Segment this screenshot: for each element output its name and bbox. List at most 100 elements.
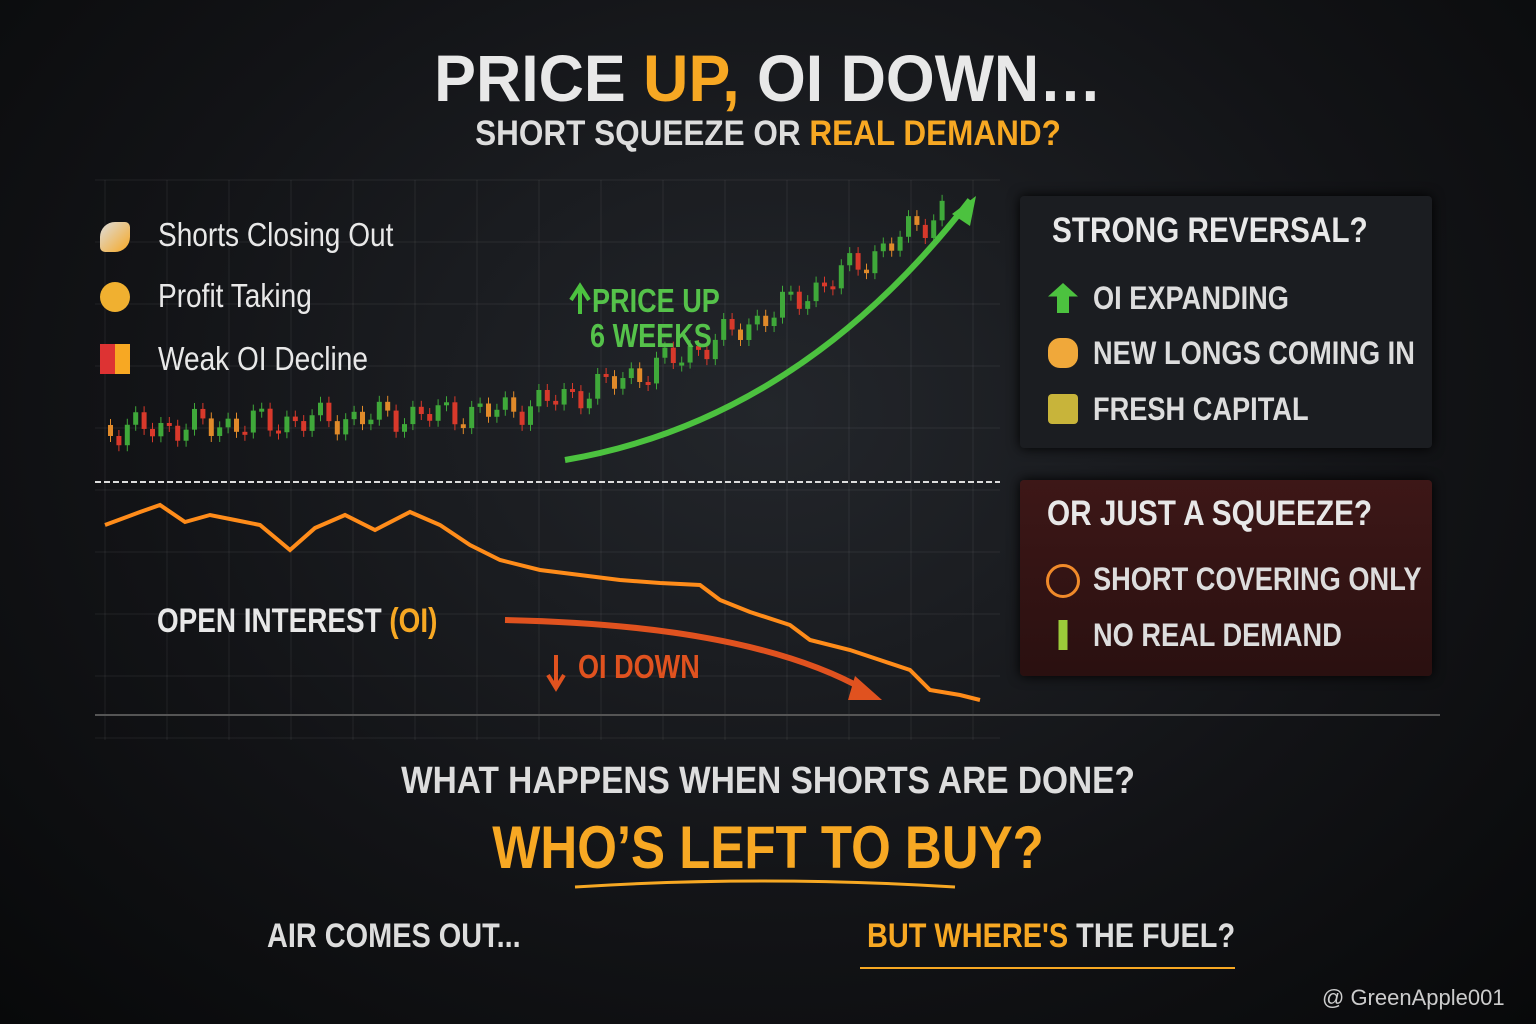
- check-icon: [1046, 564, 1080, 598]
- candle: [872, 251, 878, 274]
- candle: [620, 378, 626, 389]
- candle: [771, 317, 777, 327]
- subtitle-part: REAL DEMAND?: [809, 114, 1061, 153]
- candle: [813, 282, 819, 302]
- candle: [738, 329, 743, 340]
- candle: [830, 286, 836, 290]
- down-arrow-icon: [546, 655, 566, 692]
- candle: [133, 412, 139, 425]
- candle: [519, 411, 525, 425]
- candle: [469, 406, 475, 429]
- candle: [796, 291, 802, 309]
- candle: [704, 349, 710, 360]
- candle: [292, 416, 298, 422]
- panel-item: NEW LONGS COMING IN: [1093, 335, 1415, 371]
- capital-icon: [1048, 394, 1078, 424]
- label-part: (OI): [389, 602, 438, 640]
- candle: [208, 418, 214, 436]
- annotation: OI DOWN: [578, 648, 700, 685]
- oi-line: [104, 502, 981, 702]
- candle: [326, 402, 332, 422]
- panel-item: OI EXPANDING: [1093, 280, 1289, 316]
- candle: [586, 398, 592, 409]
- candle: [301, 421, 307, 431]
- panel-item: SHORT COVERING ONLY: [1093, 561, 1422, 597]
- candle: [838, 265, 844, 289]
- price-arrow: [564, 198, 973, 463]
- title: PRICE UP, OI DOWN…: [38, 40, 1497, 116]
- candle: [502, 397, 508, 410]
- panel-title: STRONG REVERSAL?: [1052, 211, 1368, 250]
- reason: Weak OI Decline: [158, 340, 368, 377]
- question: WHAT HAPPENS WHEN SHORTS ARE DONE?: [401, 760, 1135, 802]
- candle: [864, 269, 869, 274]
- candle: [393, 410, 399, 432]
- candle: [906, 216, 911, 237]
- candle: [712, 339, 718, 360]
- candle: [141, 412, 147, 429]
- candle: [645, 381, 651, 385]
- candle: [150, 428, 155, 437]
- footer-part: BUT WHERE'S: [867, 917, 1069, 955]
- candle: [578, 391, 584, 409]
- candle: [309, 415, 315, 431]
- candle: [536, 389, 542, 407]
- candle: [654, 357, 659, 384]
- oi-arrowhead: [848, 676, 882, 700]
- title-part: UP,: [643, 41, 740, 115]
- candle: [880, 243, 886, 252]
- grid: [95, 179, 1000, 740]
- rocket-icon: [100, 222, 130, 252]
- footer-left: AIR COMES OUT...: [267, 917, 521, 955]
- candle: [234, 418, 239, 432]
- candle: [418, 406, 424, 415]
- candle: [939, 200, 945, 221]
- subtitle-part: SHORT SQUEEZE OR: [475, 114, 810, 153]
- candle: [242, 431, 248, 435]
- candle: [679, 362, 685, 366]
- underline: [574, 879, 956, 889]
- watermark: @ GreenApple001: [1322, 985, 1505, 1010]
- candle: [267, 408, 273, 431]
- panel-title: OR JUST A SQUEEZE?: [1047, 494, 1373, 533]
- candle: [763, 315, 769, 327]
- annotation: PRICE UP: [592, 282, 720, 319]
- candle: [343, 419, 349, 435]
- info-icon: [1058, 620, 1068, 650]
- label-part: OPEN INTEREST: [157, 602, 390, 640]
- up-arrow-icon: [569, 282, 591, 314]
- candle: [217, 427, 223, 436]
- candle: [855, 253, 861, 270]
- panel-item: FRESH CAPITAL: [1093, 391, 1309, 427]
- candle: [805, 301, 811, 309]
- money-icon: [100, 282, 130, 312]
- annotation: 6 WEEKS: [590, 317, 712, 354]
- candle: [284, 416, 290, 433]
- oi-arrow: [504, 617, 867, 693]
- candle: [746, 324, 752, 340]
- candle: [444, 402, 449, 406]
- candle: [721, 319, 727, 340]
- candle: [754, 315, 760, 325]
- candle: [494, 409, 500, 417]
- candle: [200, 408, 206, 419]
- candle: [124, 424, 130, 446]
- candle: [628, 368, 634, 379]
- candle: [183, 429, 189, 441]
- candle: [637, 368, 643, 382]
- people-icon: [1048, 338, 1078, 368]
- candle: [544, 389, 550, 401]
- headline: WHO’S LEFT TO BUY?: [492, 814, 1044, 881]
- candle: [452, 402, 458, 425]
- footer-right: BUT WHERE'S THE FUEL?: [867, 917, 1235, 956]
- candle: [427, 414, 433, 421]
- footer-part: THE FUEL?: [1068, 917, 1236, 955]
- subtitle: SHORT SQUEEZE OR REAL DEMAND?: [77, 114, 1459, 154]
- candle: [460, 424, 466, 429]
- price-arrowhead: [952, 196, 976, 226]
- candle: [108, 425, 113, 436]
- candle: [931, 220, 937, 238]
